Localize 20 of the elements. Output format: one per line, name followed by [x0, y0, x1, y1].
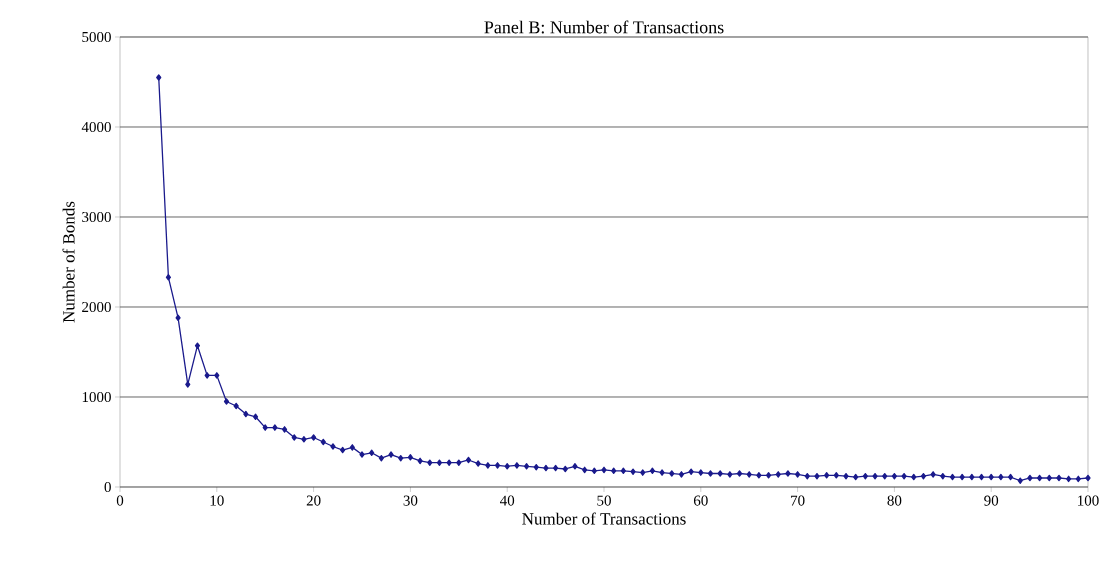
- x-tick-label: 100: [1078, 495, 1099, 506]
- y-tick-label: 3000: [82, 211, 111, 223]
- x-tick-label: 30: [403, 495, 418, 506]
- x-tick-label: 40: [500, 495, 515, 506]
- x-axis-title: Number of Transactions: [522, 512, 686, 525]
- x-tick-label: 50: [597, 495, 611, 506]
- y-tick-label: 2000: [82, 301, 111, 313]
- x-tick-label: 60: [693, 495, 708, 506]
- x-tick-label: 20: [306, 495, 321, 506]
- y-tick-label: 4000: [81, 121, 111, 133]
- x-tick-label: 70: [791, 495, 805, 506]
- y-tick-label: 5000: [82, 31, 111, 43]
- x-tick-label: 90: [984, 495, 999, 506]
- x-tick-label: 0: [116, 495, 124, 506]
- y-tick-label: 0: [104, 481, 111, 493]
- x-tick-label: 10: [210, 495, 224, 506]
- chart-title: Panel B: Number of Transactions: [484, 20, 724, 34]
- y-axis-title: Number of Bonds: [62, 201, 75, 323]
- y-tick-label: 1000: [82, 391, 111, 403]
- x-tick-label: 80: [887, 495, 902, 506]
